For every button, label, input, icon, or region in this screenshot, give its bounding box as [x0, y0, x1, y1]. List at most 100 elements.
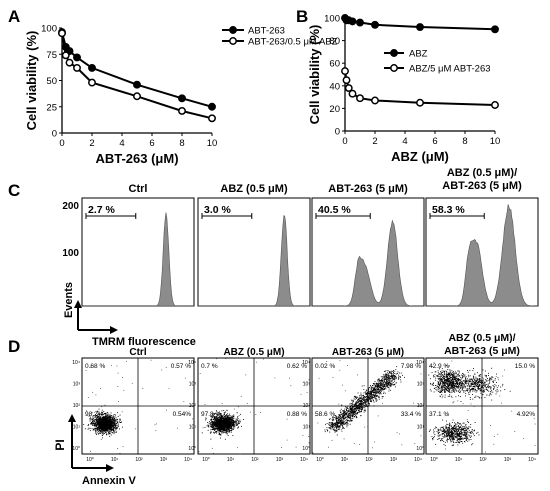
y-axis-label: Cell viability (%): [24, 31, 39, 131]
x-log-tick: 10¹: [455, 457, 463, 463]
quadrant-ur-value: 7.98 %: [401, 363, 421, 370]
series-1-point: [133, 80, 141, 89]
y-log-tick: 10⁰: [302, 446, 310, 452]
series-2-point: [65, 58, 74, 67]
histogram-y-label: Events: [63, 282, 75, 318]
x-log-tick: 10⁰: [202, 457, 210, 463]
y-log-tick: 10¹: [303, 425, 311, 431]
x-tick-label: 2: [372, 136, 377, 147]
y-tick-label: 0: [335, 127, 340, 138]
legend-label: ABZ: [409, 49, 428, 60]
x-log-tick: 10⁰: [316, 457, 324, 463]
dotplot-title-line2: ABT-263 (5 μM): [444, 345, 520, 357]
series-2-point: [416, 98, 424, 107]
histogram-x-label: TMRM fluorescence: [92, 336, 196, 348]
x-log-tick: 10¹: [111, 457, 119, 463]
histogram-title: ABZ (0.5 μM): [220, 183, 288, 195]
x-tick-label: 0: [59, 138, 64, 149]
series-2-point: [58, 29, 66, 38]
quadrant-lr-value: 4.92%: [517, 411, 536, 418]
x-tick-label: 6: [149, 138, 154, 149]
legend-label: ABZ/5 μM ABT-263: [409, 64, 491, 75]
series-1-point: [356, 18, 364, 27]
histogram-title: ABT-263 (5 μM): [328, 183, 408, 195]
x-log-tick: 10²: [479, 457, 487, 463]
quadrant-ll-value: 98.2%: [85, 411, 104, 418]
x-log-tick: 10⁰: [86, 457, 94, 463]
quadrant-ul-value: 42.9 %: [429, 363, 449, 370]
legend-marker: [229, 37, 237, 45]
series-2-point: [61, 51, 70, 60]
y-log-tick: 10⁴: [72, 360, 80, 366]
y-axis-label: Cell viability (%): [307, 25, 322, 125]
dot-cloud: [428, 360, 536, 455]
quadrant-ur-value: 0.57 %: [171, 363, 191, 370]
histogram-title-line2: ABT-263 (5 μM): [442, 180, 522, 192]
series-1-point: [73, 53, 81, 62]
series-1-point: [348, 17, 357, 26]
x-tick-label: 0: [342, 136, 347, 147]
annexin-label: Annexin V: [82, 475, 136, 487]
y-log-tick: 10¹: [73, 425, 81, 431]
quadrant-ul-value: 0.7 %: [201, 363, 218, 370]
quadrant-ur-value: 0.62 %: [287, 363, 307, 370]
dotplot-title: Ctrl: [129, 347, 146, 358]
x-log-tick: 10²: [365, 457, 373, 463]
x-axis-label: ABZ (μM): [391, 149, 449, 164]
x-log-tick: 10³: [276, 457, 284, 463]
series-2-point: [371, 96, 379, 105]
x-log-tick: 10¹: [341, 457, 349, 463]
histogram-y-tick: 200: [62, 201, 79, 212]
quadrant-lr-value: 33.4 %: [401, 411, 421, 418]
panel-a-chart: 0 25 50 75 100 0 2 4 6 8 10 ABT-263 (μM) Cell viabil…: [24, 24, 338, 167]
x-tick-label: 4: [119, 138, 124, 149]
x-tick-label: 10: [490, 136, 501, 147]
quadrant-ll-value: 97.8 %: [201, 411, 221, 418]
series-1-point: [416, 23, 424, 31]
annexin-arrowhead: [106, 464, 114, 472]
quadrant-lr-value: 0.54%: [173, 411, 192, 418]
histogram-curve: [426, 204, 538, 307]
events-arrowhead: [74, 300, 82, 308]
panel-letter-B: B: [296, 7, 308, 26]
quadrant-ur-value: 15.0 %: [515, 363, 535, 370]
legend-label: ABT-263/0.5 μM ABZ: [248, 37, 338, 48]
legend-label: ABT-263: [248, 26, 285, 37]
panel-d-dotplots: 0.68 % 0.57 % 98.2% 0.54% 10⁰ 10⁰ 10¹ 10¹ 10² 10²…: [53, 347, 539, 487]
y-log-tick: 10²: [303, 403, 311, 409]
y-log-tick: 10⁰: [416, 446, 424, 452]
y-log-tick: 10¹: [189, 425, 197, 431]
y-tick-label: 60: [329, 59, 340, 70]
gate-percentage: 2.7 %: [88, 204, 116, 216]
series-2-point: [73, 63, 81, 72]
quadrant-ul-value: 0.02 %: [315, 363, 335, 370]
gate-percentage: 3.0 %: [204, 204, 232, 216]
quadrant-ul-value: 0.68 %: [85, 363, 105, 370]
x-log-tick: 10⁰: [430, 457, 438, 463]
quadrant-ll-value: 58.6 %: [315, 411, 335, 418]
x-tick-label: 8: [462, 136, 467, 147]
series-1-point: [208, 102, 216, 111]
y-tick-label: 100: [324, 14, 340, 25]
histogram-title: ABZ (0.5 μM)/: [447, 167, 517, 179]
x-tick-label: 10: [207, 138, 218, 149]
legend-marker: [229, 26, 237, 34]
x-log-tick: 10⁴: [528, 457, 536, 463]
histogram-title: Ctrl: [129, 183, 148, 195]
y-log-tick: 10³: [303, 382, 311, 388]
pi-label: PI: [53, 439, 67, 450]
series-1-point: [178, 94, 186, 103]
x-tick-label: 8: [179, 138, 184, 149]
gate-percentage: 58.3 %: [432, 204, 465, 216]
series-1-point: [491, 25, 499, 34]
x-tick-label: 2: [89, 138, 94, 149]
x-tick-label: 4: [402, 136, 407, 147]
dotplot-title: ABT-263 (5 μM): [332, 347, 404, 358]
y-tick-label: 0: [52, 129, 57, 140]
y-tick-label: 80: [329, 36, 340, 47]
series-2-point: [178, 107, 186, 115]
y-log-tick: 10²: [417, 403, 425, 409]
dot-cloud: [82, 359, 193, 454]
y-log-tick: 10⁴: [416, 360, 424, 366]
